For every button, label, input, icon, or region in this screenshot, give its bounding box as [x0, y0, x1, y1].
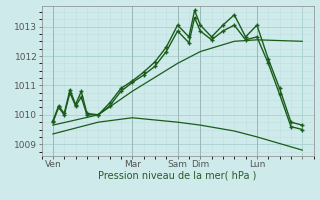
X-axis label: Pression niveau de la mer( hPa ): Pression niveau de la mer( hPa )	[99, 171, 257, 181]
